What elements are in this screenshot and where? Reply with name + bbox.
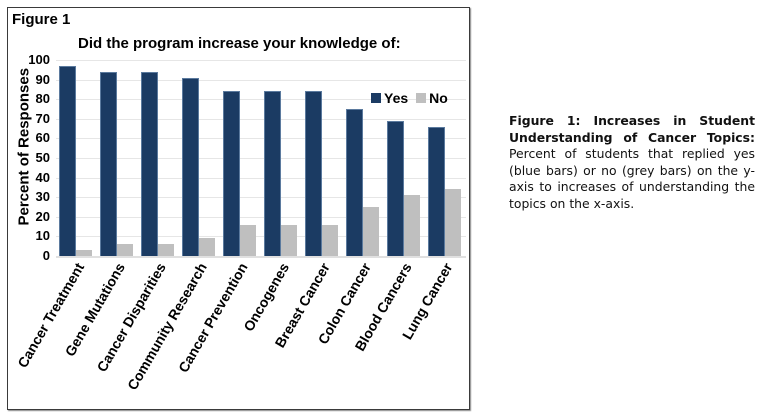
bar-no [403, 195, 420, 256]
y-tick-label: 100 [28, 52, 50, 67]
bar-no [157, 244, 174, 256]
gridline [56, 177, 466, 179]
chart-title: Did the program increase your knowledge … [78, 35, 401, 52]
y-tick-label: 80 [35, 91, 50, 107]
y-tick-label: 30 [35, 189, 50, 205]
bar-yes [223, 91, 240, 256]
gridline [56, 158, 466, 159]
bar-no [75, 250, 92, 256]
bar-yes [428, 126, 445, 256]
caption-title: Figure 1: Increases in Student Understan… [509, 113, 755, 145]
caption-body: Percent of students that replied yes (bl… [509, 146, 755, 211]
y-tick-label: 40 [35, 169, 50, 185]
bar-yes [387, 120, 404, 256]
gridline [56, 138, 466, 140]
bar-no [198, 238, 215, 256]
gridline [56, 197, 466, 199]
bar-yes [59, 65, 76, 256]
gridline [56, 118, 466, 120]
bar-yes [182, 77, 199, 256]
y-tick-label: 0 [42, 248, 50, 263]
legend-label: No [429, 90, 448, 106]
bar-yes [141, 71, 158, 256]
figure-panel: Figure 1 Did the program increase your k… [7, 7, 470, 410]
y-tick-label: 50 [35, 150, 50, 165]
bar-no [280, 224, 297, 256]
bar-no [362, 207, 379, 256]
plot-area: 0 10 20 30 40 50 60 70 80 90 100 [28, 53, 466, 263]
y-tick-label: 90 [35, 71, 50, 87]
figure-label: Figure 1 [12, 11, 71, 28]
y-tick-label: 10 [35, 228, 50, 244]
x-tick-label: Community Research [123, 260, 210, 393]
legend-item-no: No [416, 90, 448, 106]
legend-swatch [416, 93, 427, 103]
bar-yes [305, 91, 322, 256]
bar-yes [264, 91, 281, 256]
y-tick-label: 20 [35, 208, 50, 224]
legend-label: Yes [384, 90, 409, 106]
bar-no [239, 224, 256, 256]
bar-yes [346, 109, 363, 256]
legend-swatch [371, 93, 381, 103]
gridline [56, 236, 466, 238]
figure-caption: Figure 1: Increases in Student Understan… [509, 113, 755, 212]
gridline [56, 99, 466, 101]
y-tick-label: 60 [35, 130, 50, 146]
x-axis-line [56, 256, 466, 258]
legend: Yes No [371, 90, 456, 106]
bar-yes [100, 71, 117, 256]
legend-item-yes: Yes [371, 90, 408, 106]
gridline [56, 60, 466, 61]
gridline [56, 79, 466, 81]
bar-no [116, 244, 133, 256]
y-tick-label: 70 [35, 110, 50, 126]
bar-no [444, 189, 461, 256]
bar-no [321, 224, 338, 256]
gridline [56, 216, 466, 218]
